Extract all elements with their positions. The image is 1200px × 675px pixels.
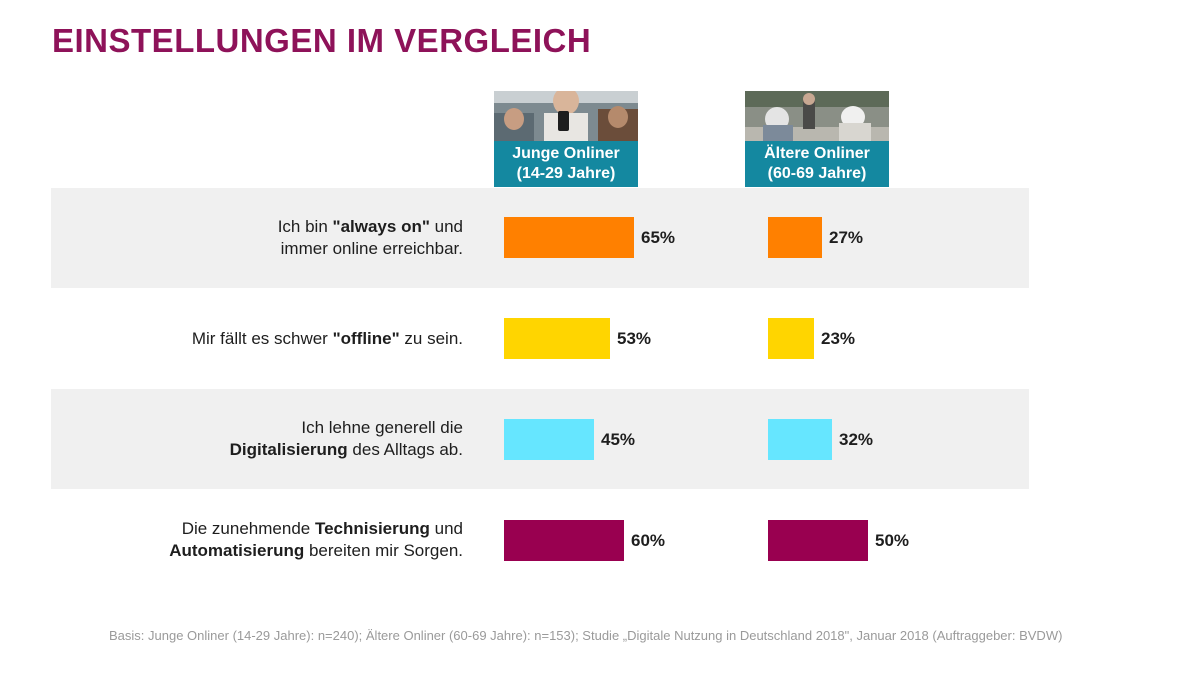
statement-label-4: Die zunehmende Technisierung und Automati… [100,510,463,570]
bar-young-4 [504,520,624,561]
statement-label-3: Ich lehne generell die Digitalisierung de… [100,409,463,469]
statement-emphasis: Technisierung [314,519,430,538]
bar-older-4 [768,520,868,561]
column-label-older-line2: (60-69 Jahre) [767,165,867,182]
statement-text: Ich bin [277,217,333,236]
bar-young-3 [504,419,594,460]
bar-value-label-young-2: 53% [617,329,652,348]
statement-emphasis: Digitalisierung [229,440,348,459]
bar-older-1 [768,217,822,258]
bar-older-3 [768,419,832,460]
statement-line: Ich bin "always on" und [100,216,463,238]
bar-value-label-young-3: 45% [601,430,636,449]
statement-text: immer online erreichbar. [280,239,463,258]
statement-text: Mir fällt es schwer [191,329,333,348]
statement-line: Die zunehmende Technisierung und [100,518,463,540]
column-header-older: Ältere Onliner (60-69 Jahre) [745,91,889,187]
bar-older-2 [768,318,814,359]
statement-line: Automatisierung bereiten mir Sorgen. [100,540,463,562]
column-label-older-line1: Ältere Onliner [764,145,870,162]
statement-emphasis: "always on" [332,217,430,236]
bar-value-label-older-1: 27% [829,228,864,247]
footnote: Basis: Junge Onliner (14-29 Jahre): n=24… [109,628,1063,643]
statement-text: Ich lehne generell die [301,418,463,437]
young-onliners-photo [494,91,638,141]
statement-text: zu sein. [399,329,463,348]
column-label-older: Ältere Onliner (60-69 Jahre) [745,141,889,187]
column-label-young: Junge Onliner (14-29 Jahre) [494,141,638,187]
statement-text: bereiten mir Sorgen. [304,541,463,560]
statement-emphasis: Automatisierung [169,541,305,560]
statement-text: des Alltags ab. [347,440,463,459]
statement-label-1: Ich bin "always on" und immer online erre… [100,208,463,268]
statement-emphasis: "offline" [332,329,400,348]
statement-text: und [429,519,463,538]
bar-value-label-young-4: 60% [631,531,666,550]
column-header-young: Junge Onliner (14-29 Jahre) [494,91,638,187]
bar-young-1 [504,217,634,258]
statement-label-2: Mir fällt es schwer "offline" zu sein. [100,309,463,369]
statement-text: Die zunehmende [181,519,315,538]
statement-line: Ich lehne generell die [100,417,463,439]
column-label-young-line2: (14-29 Jahre) [516,165,616,182]
bar-value-label-older-4: 50% [875,531,910,550]
statement-text: und [429,217,463,236]
bar-value-label-young-1: 65% [641,228,676,247]
column-label-young-line1: Junge Onliner [512,145,620,162]
bar-young-2 [504,318,610,359]
bar-value-label-older-2: 23% [821,329,856,348]
statement-line: Mir fällt es schwer "offline" zu sein. [100,328,463,350]
statement-line: immer online erreichbar. [100,238,463,260]
older-onliners-photo [745,91,889,141]
bar-value-label-older-3: 32% [839,430,874,449]
chart-title: EINSTELLUNGEN IM VERGLEICH [52,22,592,59]
statement-line: Digitalisierung des Alltags ab. [100,439,463,461]
